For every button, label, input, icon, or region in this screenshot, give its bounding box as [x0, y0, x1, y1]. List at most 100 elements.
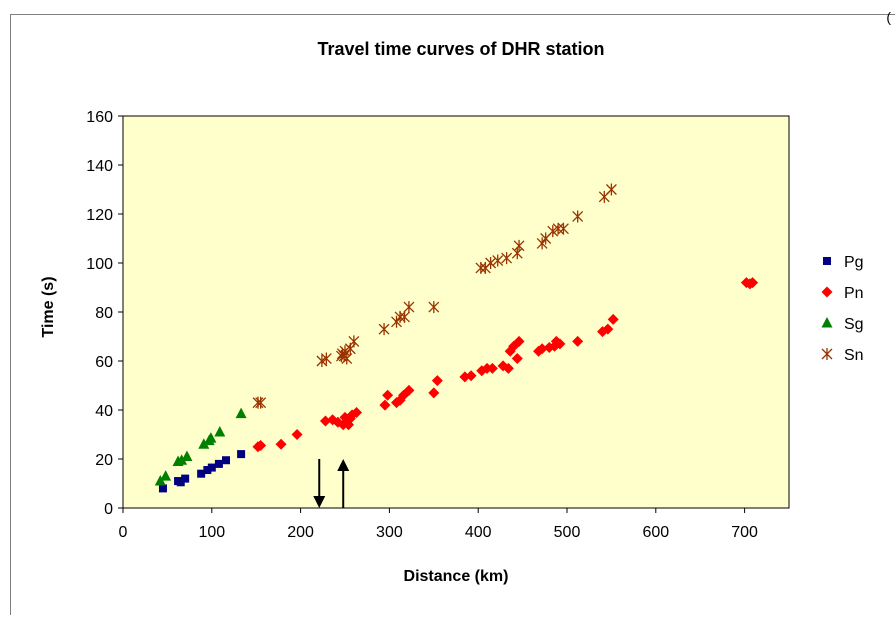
sg-point	[205, 432, 217, 443]
legend-label: Sg	[844, 316, 864, 333]
pg-point	[237, 450, 246, 459]
x-axis-label: Distance (km)	[404, 568, 509, 585]
sn-point	[341, 352, 353, 365]
pn-point	[747, 277, 759, 289]
sn-point	[513, 239, 525, 252]
sn-point	[252, 396, 264, 409]
pn-point	[291, 429, 303, 440]
sn-point	[552, 222, 564, 235]
sn-point	[572, 210, 584, 223]
sn-point	[348, 335, 360, 348]
x-tick-label: 0	[119, 524, 128, 541]
sn-point	[428, 301, 440, 314]
y-tick-label: 0	[104, 501, 113, 518]
sg-point	[181, 450, 193, 462]
pn-point	[602, 323, 614, 335]
pn-point	[465, 370, 477, 382]
sn-point	[399, 310, 410, 323]
travel-time-chart: Travel time curves of DHR station 0 20 40 6…	[40, 39, 864, 585]
chart-frame: ( Travel time curves of DHR station 0 20 4…	[10, 9, 895, 615]
y-tick-label: 100	[86, 256, 113, 273]
legend: Pg Pn Sg Sn	[821, 254, 864, 364]
legend-label: Pn	[844, 285, 864, 302]
legend-item-sg: Sg	[821, 316, 864, 333]
pg-point	[222, 456, 231, 465]
x-tick-label: 700	[731, 524, 758, 541]
sn-point	[557, 222, 569, 235]
pn-point	[554, 338, 566, 350]
legend-marker-pg	[823, 257, 831, 265]
sg-point	[154, 475, 166, 486]
x-tick-label: 400	[465, 524, 492, 541]
corner-mark: (	[886, 9, 891, 25]
pg-point	[176, 478, 185, 487]
y-tick-label: 20	[95, 452, 113, 469]
x-tick-label: 300	[376, 524, 403, 541]
pn-point	[379, 399, 391, 411]
series-sg	[154, 407, 247, 486]
plot-area	[122, 115, 790, 509]
sg-point	[235, 407, 247, 419]
y-tick-label: 80	[95, 305, 113, 322]
pg-point	[181, 474, 190, 483]
y-tick-label: 120	[86, 207, 113, 224]
y-tick-label: 160	[86, 109, 113, 126]
chart-title: Travel time curves of DHR station	[317, 39, 604, 59]
arrow-up	[337, 459, 350, 508]
sn-point	[605, 183, 617, 196]
y-tick-label: 140	[86, 158, 113, 175]
legend-label: Pg	[844, 254, 864, 271]
legend-item-pn: Pn	[821, 285, 864, 302]
x-tick-label: 100	[198, 524, 225, 541]
pn-point	[431, 375, 443, 387]
series-sn	[252, 183, 617, 409]
pn-point	[351, 406, 363, 418]
pn-point	[502, 362, 514, 374]
sn-point	[403, 301, 415, 314]
sn-point	[255, 396, 267, 409]
pn-point	[275, 438, 287, 450]
pn-point	[255, 440, 267, 452]
legend-marker-pn	[821, 286, 833, 298]
sg-point	[198, 438, 210, 449]
legend-item-pg: Pg	[823, 254, 864, 271]
pn-point	[382, 389, 394, 401]
legend-marker-sg	[821, 317, 833, 328]
sg-point	[160, 470, 172, 481]
sn-point	[339, 345, 351, 358]
sn-point	[492, 254, 504, 267]
series-pg	[158, 450, 246, 493]
pn-point	[428, 387, 440, 399]
sg-point	[214, 426, 226, 437]
arrow-down	[313, 459, 326, 508]
pn-point	[343, 419, 355, 431]
sn-point	[378, 323, 390, 336]
pn-point	[607, 313, 619, 325]
pg-point	[197, 469, 206, 478]
pn-point	[319, 415, 331, 427]
pg-point	[214, 459, 223, 468]
sn-point	[501, 252, 513, 265]
pn-point	[572, 335, 584, 347]
sn-point	[320, 352, 332, 365]
legend-item-sn: Sn	[821, 347, 864, 364]
pg-point	[203, 466, 212, 475]
sn-point	[511, 247, 523, 260]
pn-point	[513, 335, 525, 347]
pg-point	[158, 484, 167, 493]
y-axis-label: Time (s)	[40, 276, 57, 337]
pg-point	[207, 463, 216, 472]
sn-point	[485, 257, 497, 269]
x-tick-label: 600	[642, 524, 669, 541]
pn-point	[403, 384, 415, 396]
legend-label: Sn	[844, 347, 864, 364]
pn-point	[486, 362, 498, 374]
x-tick-label: 500	[554, 524, 581, 541]
y-tick-label: 40	[95, 403, 113, 420]
legend-marker-sn	[821, 348, 833, 360]
sn-point	[547, 225, 559, 238]
x-tick-label: 200	[287, 524, 314, 541]
pn-point	[536, 343, 548, 355]
sg-point	[176, 454, 188, 465]
y-tick-label: 60	[95, 354, 113, 371]
